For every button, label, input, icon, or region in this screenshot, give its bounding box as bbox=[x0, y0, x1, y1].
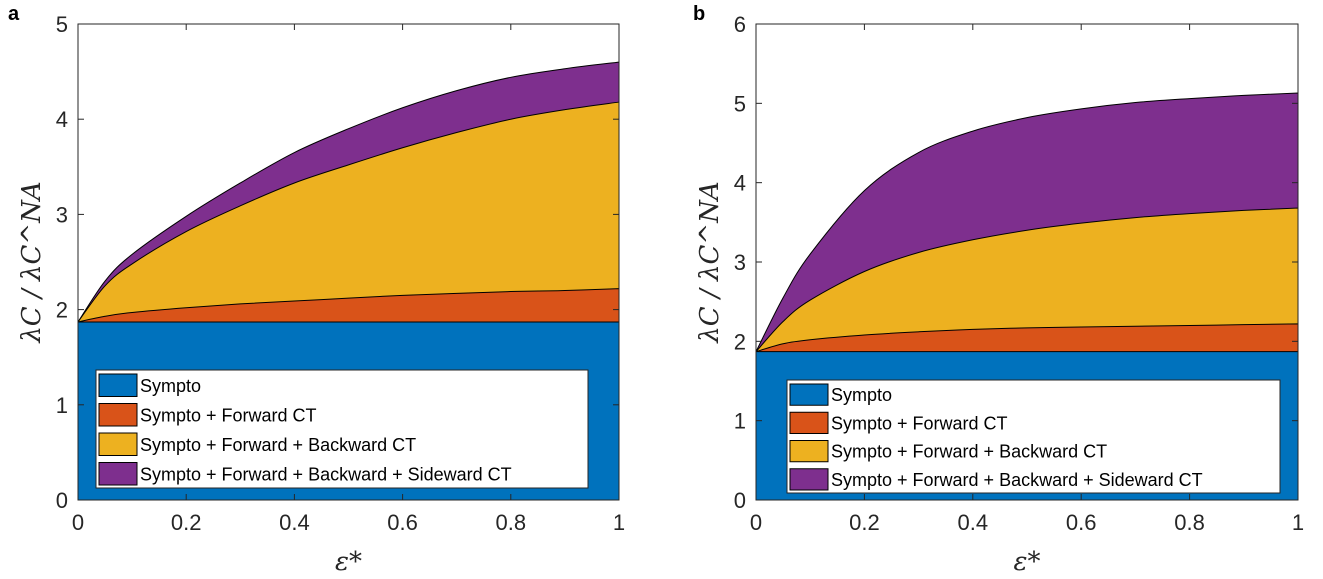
legend-entry: Sympto + Forward + Backward CT bbox=[831, 442, 1107, 462]
y-tick-label: 2 bbox=[734, 329, 746, 354]
legend-swatch bbox=[98, 432, 138, 456]
x-tick-label: 1 bbox=[1292, 510, 1304, 535]
legend-swatch bbox=[789, 468, 829, 491]
x-tick-label: 0 bbox=[750, 510, 762, 535]
legend-entry: Sympto bbox=[831, 385, 892, 405]
x-tick-label: 0 bbox=[72, 510, 84, 535]
legend-entry: Sympto + Forward + Backward CT bbox=[140, 435, 416, 455]
y-tick-label: 3 bbox=[734, 250, 746, 275]
y-tick-label: 5 bbox=[56, 12, 68, 37]
legend-swatch bbox=[789, 440, 829, 463]
legend-swatch bbox=[98, 403, 138, 427]
panel-label: a bbox=[8, 3, 20, 25]
legend-swatch bbox=[789, 383, 829, 406]
legend-entry: Sympto + Forward + Backward + Sideward C… bbox=[831, 470, 1203, 490]
y-tick-label: 1 bbox=[56, 393, 68, 418]
legend-swatch bbox=[98, 462, 138, 486]
axes-box-a bbox=[77, 23, 620, 501]
y-tick-label: 2 bbox=[56, 298, 68, 323]
legend-b: Sympto Sympto + Forward CT Sympto + Forwar… bbox=[786, 379, 1281, 494]
x-tick-label: 0.6 bbox=[387, 510, 418, 535]
y-tick-label: 6 bbox=[734, 12, 746, 37]
legend-a: Sympto Sympto + Forward CT Sympto + Forwar… bbox=[95, 369, 589, 489]
x-tick-label: 0.2 bbox=[849, 510, 880, 535]
legend-box bbox=[95, 369, 589, 489]
y-tick-label: 4 bbox=[734, 171, 746, 196]
x-tick-label: 0.6 bbox=[1066, 510, 1097, 535]
y-tick-label: 3 bbox=[56, 202, 68, 227]
x-axis-label: ε* bbox=[1014, 547, 1041, 577]
y-tick-label: 5 bbox=[734, 91, 746, 116]
x-tick-label: 1 bbox=[613, 510, 625, 535]
y-tick-label: 0 bbox=[56, 488, 68, 513]
legend-box bbox=[786, 379, 1281, 494]
x-axis-label: ε* bbox=[335, 547, 362, 577]
panel-label: b bbox=[693, 3, 705, 25]
x-tick-label: 0.2 bbox=[171, 510, 202, 535]
legend-entry: Sympto bbox=[140, 376, 201, 396]
legend-swatch bbox=[98, 373, 138, 397]
legend-entry: Sympto + Forward + Backward + Sideward C… bbox=[140, 464, 512, 484]
legend-entry: Sympto + Forward CT bbox=[140, 405, 317, 425]
legend-entry: Sympto + Forward CT bbox=[831, 413, 1008, 433]
y-tick-label: 1 bbox=[734, 409, 746, 434]
y-axis-label: λC / λC^NA bbox=[695, 181, 725, 343]
legend-swatch bbox=[789, 411, 829, 434]
x-tick-label: 0.4 bbox=[958, 510, 989, 535]
y-tick-label: 4 bbox=[56, 107, 68, 132]
chart-panel-b: 0 1 2 3 4 5 6 0 0.2 0.4 0.6 0.8 1 b ε* λC / λC^NA Sympto… bbox=[693, 3, 1304, 577]
y-tick-label: 0 bbox=[734, 488, 746, 513]
x-tick-label: 0.4 bbox=[279, 510, 310, 535]
x-tick-label: 0.8 bbox=[496, 510, 527, 535]
x-tick-label: 0.8 bbox=[1174, 510, 1205, 535]
y-axis-label: λC / λC^NA bbox=[17, 181, 47, 343]
